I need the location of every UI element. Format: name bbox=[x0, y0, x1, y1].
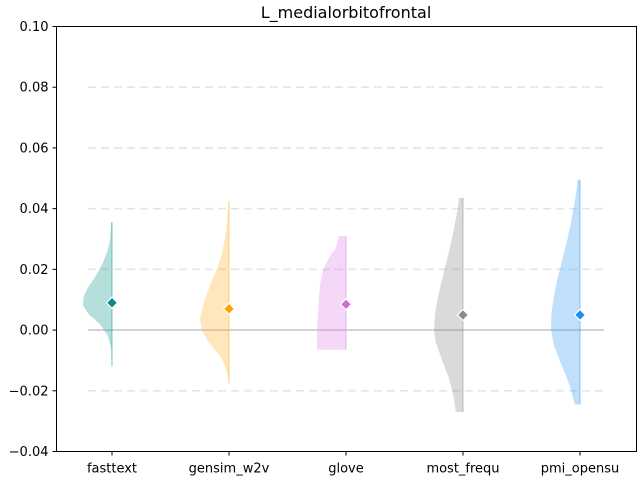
x-axis: fasttext gensim_w2v glove most_frequ pmi_ope… bbox=[87, 451, 619, 477]
y-tick-label: −0.02 bbox=[9, 384, 49, 399]
y-tick-label: 0.04 bbox=[20, 202, 49, 217]
x-tick-label: pmi_opensu bbox=[541, 462, 619, 477]
y-tick-label: 0.00 bbox=[20, 324, 49, 339]
violin-most_frequ bbox=[434, 198, 463, 413]
mean-marker-pmi_opensu bbox=[573, 308, 587, 322]
mean-marker-fasttext bbox=[105, 296, 119, 310]
violin-fasttext bbox=[83, 222, 112, 367]
y-tick-label: 0.06 bbox=[20, 141, 49, 156]
plot-area bbox=[56, 26, 637, 452]
y-tick-label: 0.08 bbox=[20, 81, 49, 96]
y-tick-label: −0.04 bbox=[9, 445, 49, 460]
x-tick-label: glove bbox=[328, 462, 364, 477]
marker-layer bbox=[105, 296, 587, 322]
chart-title: L_medialorbitofrontal bbox=[261, 3, 432, 23]
violin-gensim_w2v bbox=[200, 201, 229, 384]
y-axis: −0.04 −0.02 0.00 0.02 0.04 0.06 0.08 0.10 bbox=[9, 20, 57, 460]
x-tick-label: most_frequ bbox=[426, 462, 499, 477]
violin-pmi_opensu bbox=[551, 179, 580, 405]
y-tick-label: 0.10 bbox=[20, 20, 49, 35]
x-tick-label: fasttext bbox=[87, 462, 137, 477]
violin-layer bbox=[83, 179, 581, 413]
y-tick-label: 0.02 bbox=[20, 263, 49, 278]
x-tick-label: gensim_w2v bbox=[189, 462, 270, 477]
grid-layer bbox=[88, 86, 606, 392]
mean-marker-gensim_w2v bbox=[222, 302, 236, 316]
mean-marker-glove bbox=[339, 297, 353, 311]
violin-glove bbox=[317, 235, 346, 350]
mean-marker-most_frequ bbox=[456, 308, 470, 322]
